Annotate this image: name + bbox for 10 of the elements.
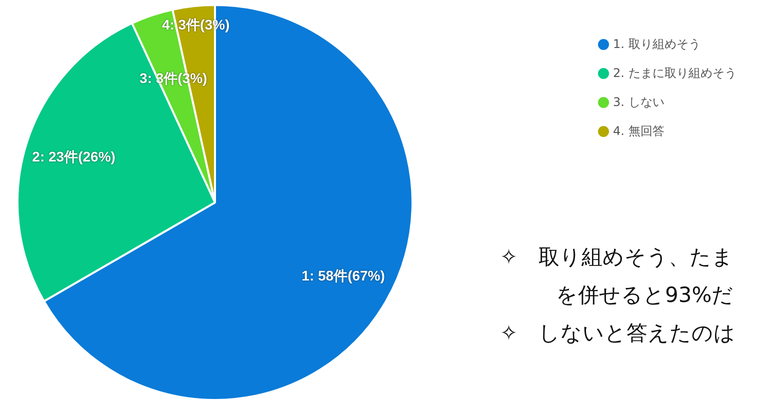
legend-label: 1. 取り組めそう — [613, 36, 700, 53]
text: ✧ しないと答えたのは — [500, 321, 736, 345]
text: を併せると93%だ — [556, 283, 734, 307]
data-label: 1: 58件(67%) — [302, 267, 385, 284]
text: ✧ 取り組めそう、たま — [500, 245, 734, 269]
legend-label: 2. たまに取り組めそう — [613, 65, 736, 82]
data-label: 4: 3件(3%) — [162, 16, 230, 33]
legend-label: 3. しない — [613, 94, 664, 111]
data-label: 2: 23件(26%) — [32, 148, 116, 165]
legend-label: 4. 無回答 — [613, 123, 664, 140]
